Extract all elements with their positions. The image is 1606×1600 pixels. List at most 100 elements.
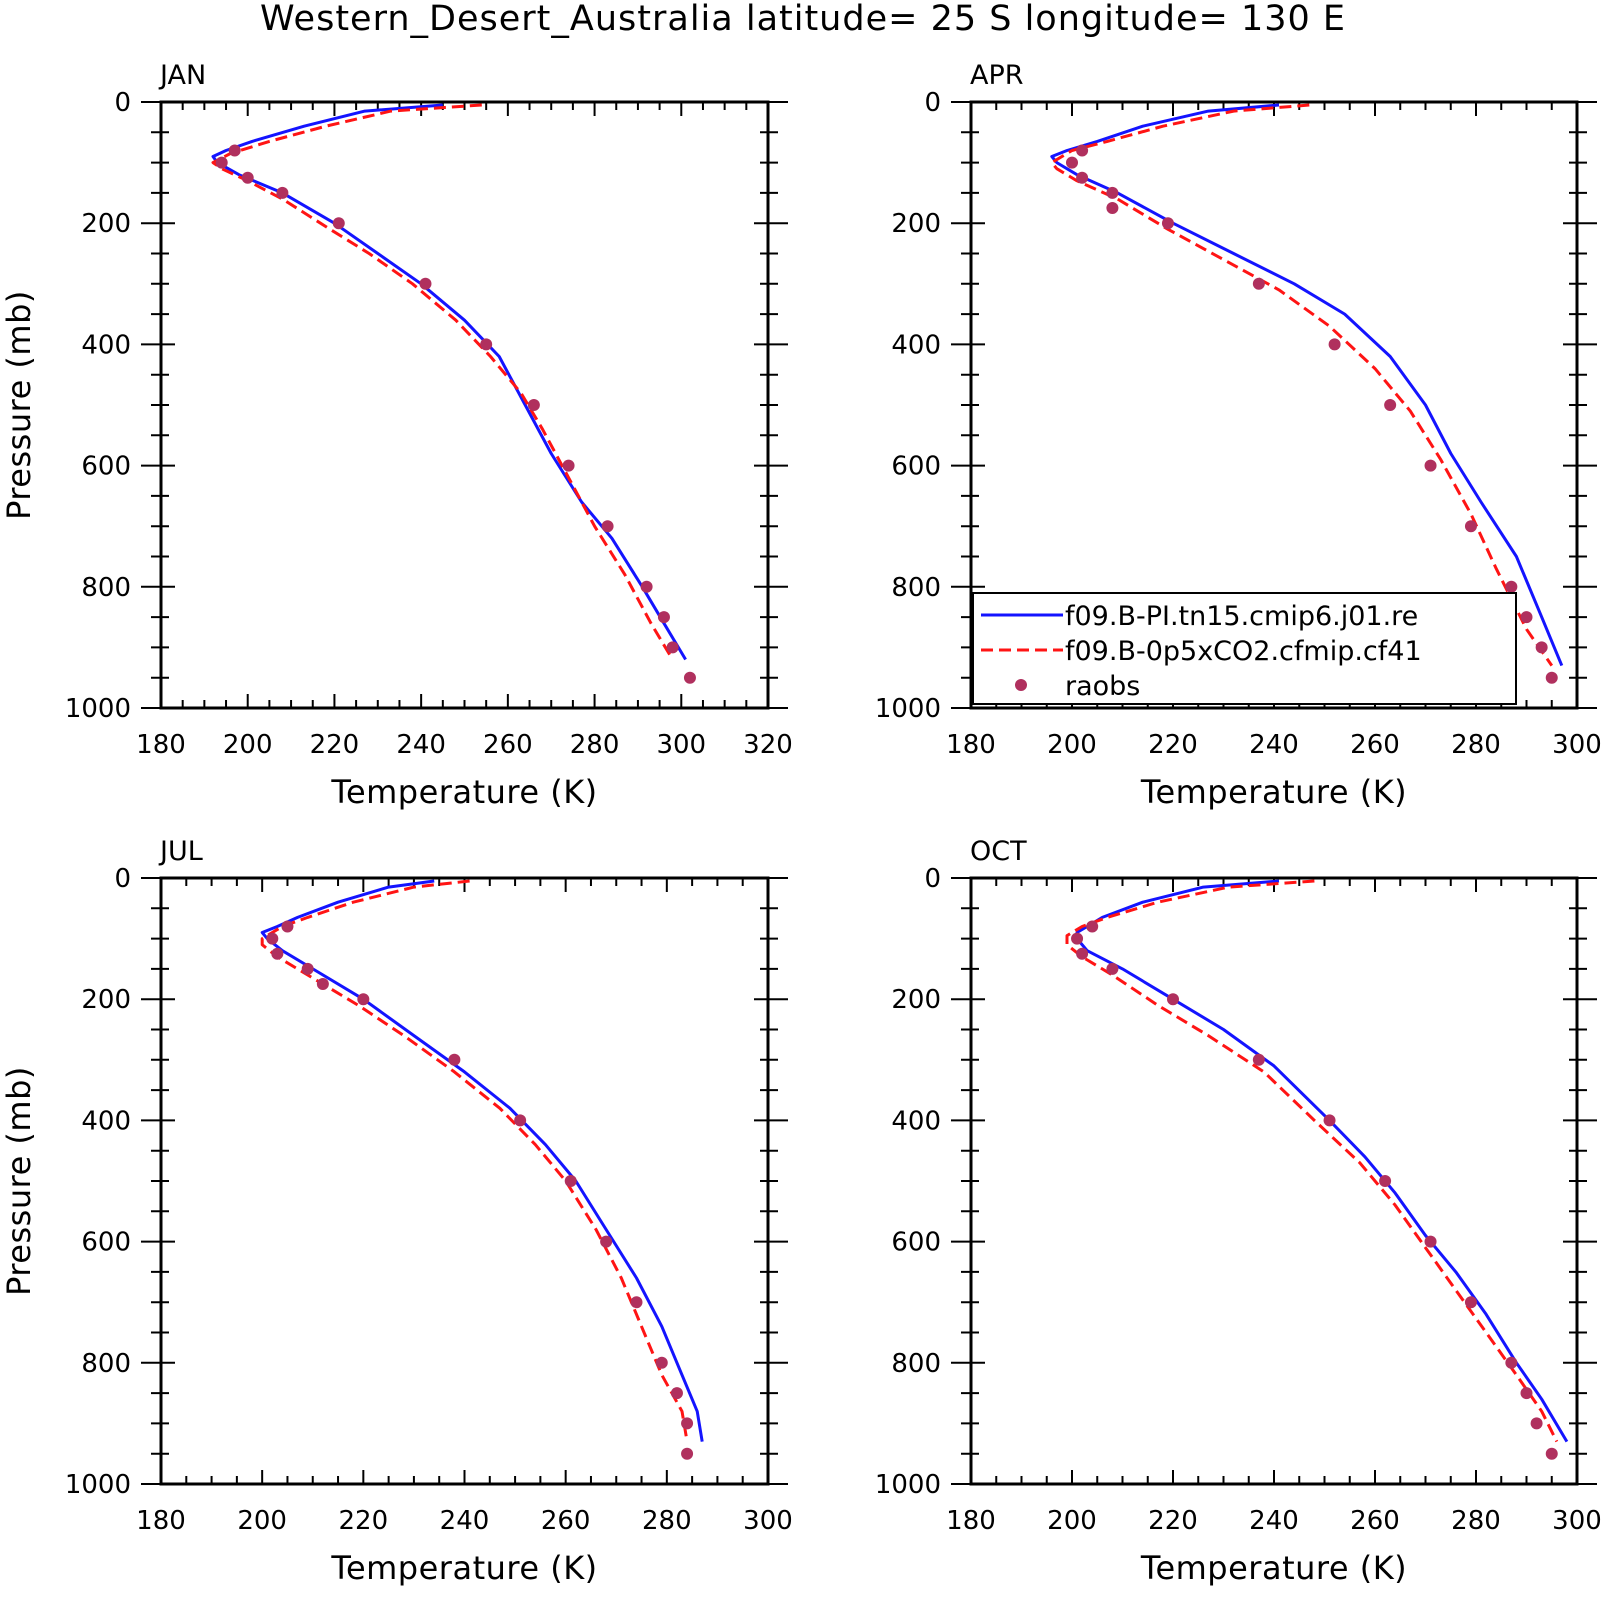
series-line-0p5xco2 [260, 879, 689, 1442]
x-axis-title: Temperature (K) [330, 773, 597, 811]
x-tick-label: 180 [136, 730, 186, 760]
y-tick-label: 0 [924, 864, 941, 894]
raobs-point [448, 1053, 461, 1066]
x-tick-label: 300 [656, 730, 706, 760]
raobs-point [1464, 1296, 1477, 1309]
x-tick-label: 240 [1249, 730, 1299, 760]
x-tick-label: 260 [1350, 730, 1400, 760]
raobs-point [1066, 156, 1078, 169]
y-tick-label: 800 [81, 1349, 131, 1379]
raobs-point [1086, 920, 1099, 933]
x-axis-title: Temperature (K) [1140, 1549, 1407, 1587]
y-tick-label: 0 [924, 88, 941, 118]
raobs-point [683, 671, 696, 684]
x-axis-title: Temperature (K) [330, 1549, 597, 1587]
raobs-point [228, 144, 241, 157]
y-tick-label: 0 [114, 88, 131, 118]
y-tick-label: 400 [81, 1106, 131, 1136]
raobs-point [271, 947, 284, 960]
plot-frame [969, 876, 1579, 1486]
y-axis-title: Pressure (mb) [0, 290, 38, 520]
raobs-point [1167, 993, 1179, 1006]
x-tick-label: 300 [1552, 1506, 1602, 1536]
panel-jul: JUL 180 200 220 240 260 280 300 0 200 400 600 800 100… [0, 836, 793, 1587]
x-tick-label: 180 [946, 1506, 996, 1536]
x-tick-label: 200 [1047, 1506, 1097, 1536]
x-tick-label: 300 [1552, 730, 1602, 760]
series-line-0p5xco2 [1050, 103, 1554, 667]
x-tick-label: 320 [743, 730, 793, 760]
y-tick-label: 200 [891, 209, 941, 239]
legend-label: f09.B-0p5xCO2.cfmip.cf41 [1065, 636, 1422, 667]
raobs-point [1535, 641, 1548, 654]
x-tick-label: 220 [339, 1506, 389, 1536]
raobs-point [657, 611, 670, 624]
raobs-point [681, 1447, 694, 1460]
x-tick-label: 240 [440, 1506, 490, 1536]
raobs-point [1379, 1175, 1392, 1187]
raobs-point [640, 580, 653, 593]
y-tick-label: 800 [891, 1349, 941, 1379]
raobs-point [480, 338, 493, 351]
series-line-pi [1075, 879, 1569, 1443]
raobs-point [357, 993, 370, 1006]
x-tick-label: 260 [483, 730, 533, 760]
y-tick-label: 800 [81, 573, 131, 603]
legend: f09.B-PI.tn15.cmip6.j01.re f09.B-0p5xCO2.… [972, 592, 1517, 705]
y-tick-label: 200 [891, 985, 941, 1015]
raobs-point [562, 459, 575, 472]
y-tick-label: 0 [114, 864, 131, 894]
raobs-point [514, 1114, 527, 1127]
x-tick-label: 220 [1148, 730, 1198, 760]
x-tick-label: 220 [1148, 1506, 1198, 1536]
raobs-point [1252, 277, 1265, 290]
y-tick-label: 1000 [65, 694, 131, 724]
raobs-point [527, 399, 540, 411]
raobs-point [1520, 1387, 1533, 1400]
raobs-point [1545, 1447, 1558, 1460]
raobs-point [1252, 1053, 1265, 1066]
panel-label: JAN [158, 60, 206, 91]
x-tick-label: 240 [396, 730, 446, 760]
raobs-point [281, 920, 294, 933]
y-tick-label: 200 [81, 985, 131, 1015]
raobs-point [564, 1175, 577, 1187]
legend-label: f09.B-PI.tn15.cmip6.j01.re [1065, 601, 1418, 632]
raobs-point [215, 156, 228, 169]
raobs-point [266, 932, 279, 945]
x-tick-label: 220 [310, 730, 360, 760]
y-tick-label: 1000 [65, 1470, 131, 1500]
raobs-point [241, 171, 254, 184]
x-tick-label: 200 [237, 1506, 287, 1536]
figure-title: Western_Desert_Australia latitude= 25 S … [260, 0, 1346, 39]
raobs-point [670, 1387, 683, 1400]
x-tick-label: 200 [223, 730, 273, 760]
x-tick-label: 300 [743, 1506, 793, 1536]
raobs-point [1520, 611, 1533, 624]
x-tick-label: 280 [1451, 730, 1501, 760]
x-tick-label: 260 [541, 1506, 591, 1536]
raobs-point [1071, 932, 1084, 945]
panel-label: JUL [158, 836, 203, 867]
panel-jan: JAN 180 200 220 240 260 280 300 320 0 200 400 600 800… [0, 60, 793, 811]
legend-item: f09.B-0p5xCO2.cfmip.cf41 [981, 636, 1422, 667]
raobs-point [1106, 962, 1119, 975]
raobs-point [666, 641, 679, 654]
y-tick-label: 1000 [875, 694, 941, 724]
series-line-pi [1050, 103, 1564, 667]
legend-item: raobs [1015, 671, 1140, 702]
raobs-point [1545, 671, 1558, 684]
raobs-point [316, 978, 329, 991]
panel-label: OCT [970, 836, 1027, 867]
raobs-point [655, 1356, 668, 1369]
legend-box [972, 592, 1517, 705]
y-tick-label: 600 [891, 1228, 941, 1258]
legend-item: f09.B-PI.tn15.cmip6.j01.re [981, 601, 1418, 632]
x-tick-label: 280 [642, 1506, 692, 1536]
series-line-0p5xco2 [1065, 879, 1559, 1443]
series-line-pi [260, 879, 704, 1442]
y-tick-label: 200 [81, 209, 131, 239]
raobs-point [630, 1296, 643, 1309]
y-tick-label: 400 [891, 330, 941, 360]
